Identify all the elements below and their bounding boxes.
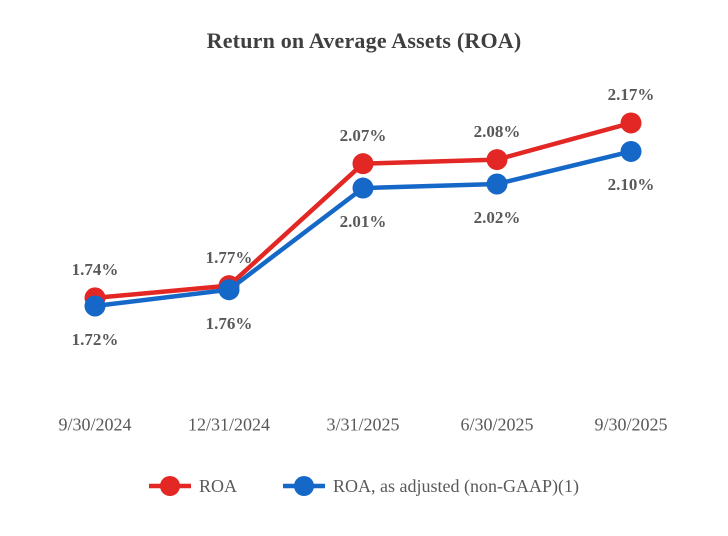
data-label-roa: 2.17% xyxy=(607,84,655,104)
x-axis-label: 9/30/2025 xyxy=(594,414,668,435)
x-axis-label: 9/30/2024 xyxy=(58,414,132,435)
data-point-marker-roa-adjusted xyxy=(352,177,374,199)
data-point-marker-roa xyxy=(352,153,374,175)
data-label-roa: 2.08% xyxy=(473,121,521,141)
legend-item-roa-adjusted: ROA, as adjusted (non-GAAP)(1) xyxy=(283,474,579,498)
data-label-roa-adjusted: 2.02% xyxy=(473,207,521,227)
data-label-roa: 1.77% xyxy=(205,247,253,267)
x-axis-label: 6/30/2025 xyxy=(460,414,534,435)
legend-label: ROA xyxy=(199,475,238,496)
data-point-marker-roa xyxy=(486,149,508,171)
data-label-roa-adjusted: 2.10% xyxy=(607,175,655,195)
legend: ROA ROA, as adjusted (non-GAAP)(1) xyxy=(0,474,728,498)
data-point-marker-roa-adjusted xyxy=(218,279,240,301)
data-point-marker-roa-adjusted xyxy=(486,173,508,195)
x-axis-label: 12/31/2024 xyxy=(187,414,271,435)
data-label-roa-adjusted: 1.76% xyxy=(205,313,253,333)
x-axis-label: 3/31/2025 xyxy=(326,414,400,435)
chart-title: Return on Average Assets (ROA) xyxy=(206,28,522,53)
data-point-marker-roa-adjusted xyxy=(84,295,106,317)
data-label-roa-adjusted: 2.01% xyxy=(339,212,387,232)
legend-marker-icon xyxy=(149,476,191,496)
legend-item-roa: ROA xyxy=(149,474,237,498)
data-label-roa: 1.74% xyxy=(71,259,119,279)
legend-label: ROA, as adjusted (non-GAAP)(1) xyxy=(333,475,579,496)
series-line-roa xyxy=(94,120,632,301)
data-label-roa-adjusted: 1.72% xyxy=(71,330,119,349)
legend-marker-icon xyxy=(283,476,326,496)
data-point-marker-roa-adjusted xyxy=(620,140,642,162)
data-label-roa: 2.07% xyxy=(339,125,387,145)
data-point-marker-roa xyxy=(620,112,642,134)
